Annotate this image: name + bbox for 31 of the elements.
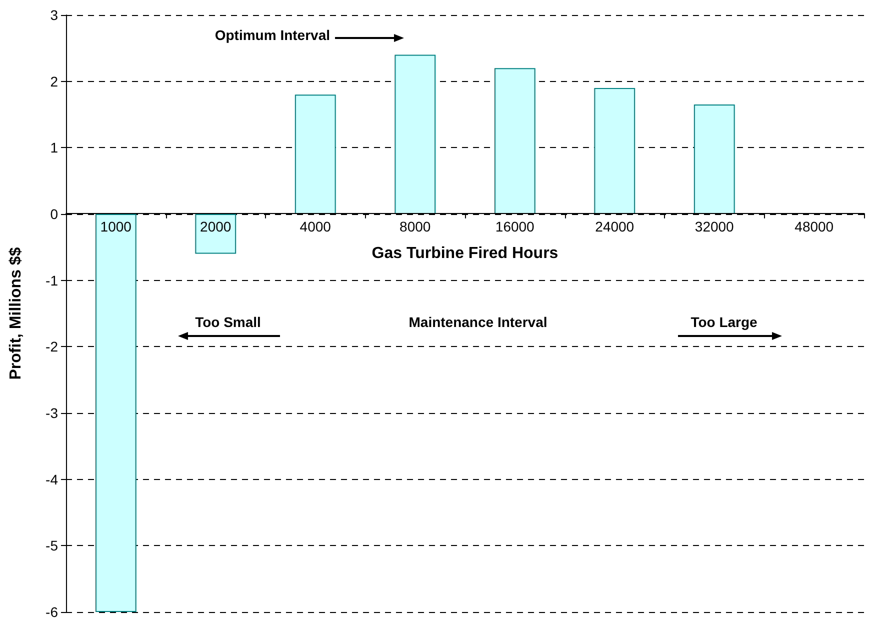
y-tick-label: -1 — [46, 272, 58, 288]
y-tick-label: -3 — [46, 405, 58, 421]
annotation: Maintenance Interval — [408, 314, 548, 330]
x-tick-label: 16000 — [495, 218, 535, 234]
x-tick-label: 32000 — [694, 218, 734, 234]
y-axis-title: Profit, Millions $$ — [8, 247, 24, 380]
y-tick-label: 0 — [50, 206, 58, 222]
annotation: Too Large — [690, 314, 758, 330]
x-tick-label: 1000 — [100, 218, 132, 234]
annotation: Optimum Interval — [214, 27, 330, 43]
bar — [394, 54, 436, 214]
y-tick-label: -6 — [46, 604, 58, 619]
y-tick-label: -2 — [46, 338, 58, 355]
x-tick-label: 2000 — [200, 218, 232, 234]
bar — [594, 88, 636, 214]
x-axis-title: Gas Turbine Fired Hours — [372, 244, 558, 262]
y-tick-label: 2 — [50, 73, 58, 90]
x-tick-label: 8000 — [400, 218, 431, 234]
bar — [494, 68, 536, 214]
y-tick-label: 3 — [50, 7, 58, 23]
bar — [294, 94, 336, 214]
x-tick-label: 24000 — [595, 218, 634, 234]
annotation: Too Small — [195, 314, 261, 330]
y-tick-label: -4 — [46, 471, 58, 488]
bar — [95, 214, 136, 612]
y-tick-label: 1 — [50, 140, 58, 156]
x-tick-label: 4000 — [300, 218, 332, 234]
y-tick-label: -5 — [46, 538, 58, 554]
bar — [694, 104, 735, 214]
bar — [195, 214, 236, 254]
x-tick-label: 48000 — [794, 218, 834, 234]
